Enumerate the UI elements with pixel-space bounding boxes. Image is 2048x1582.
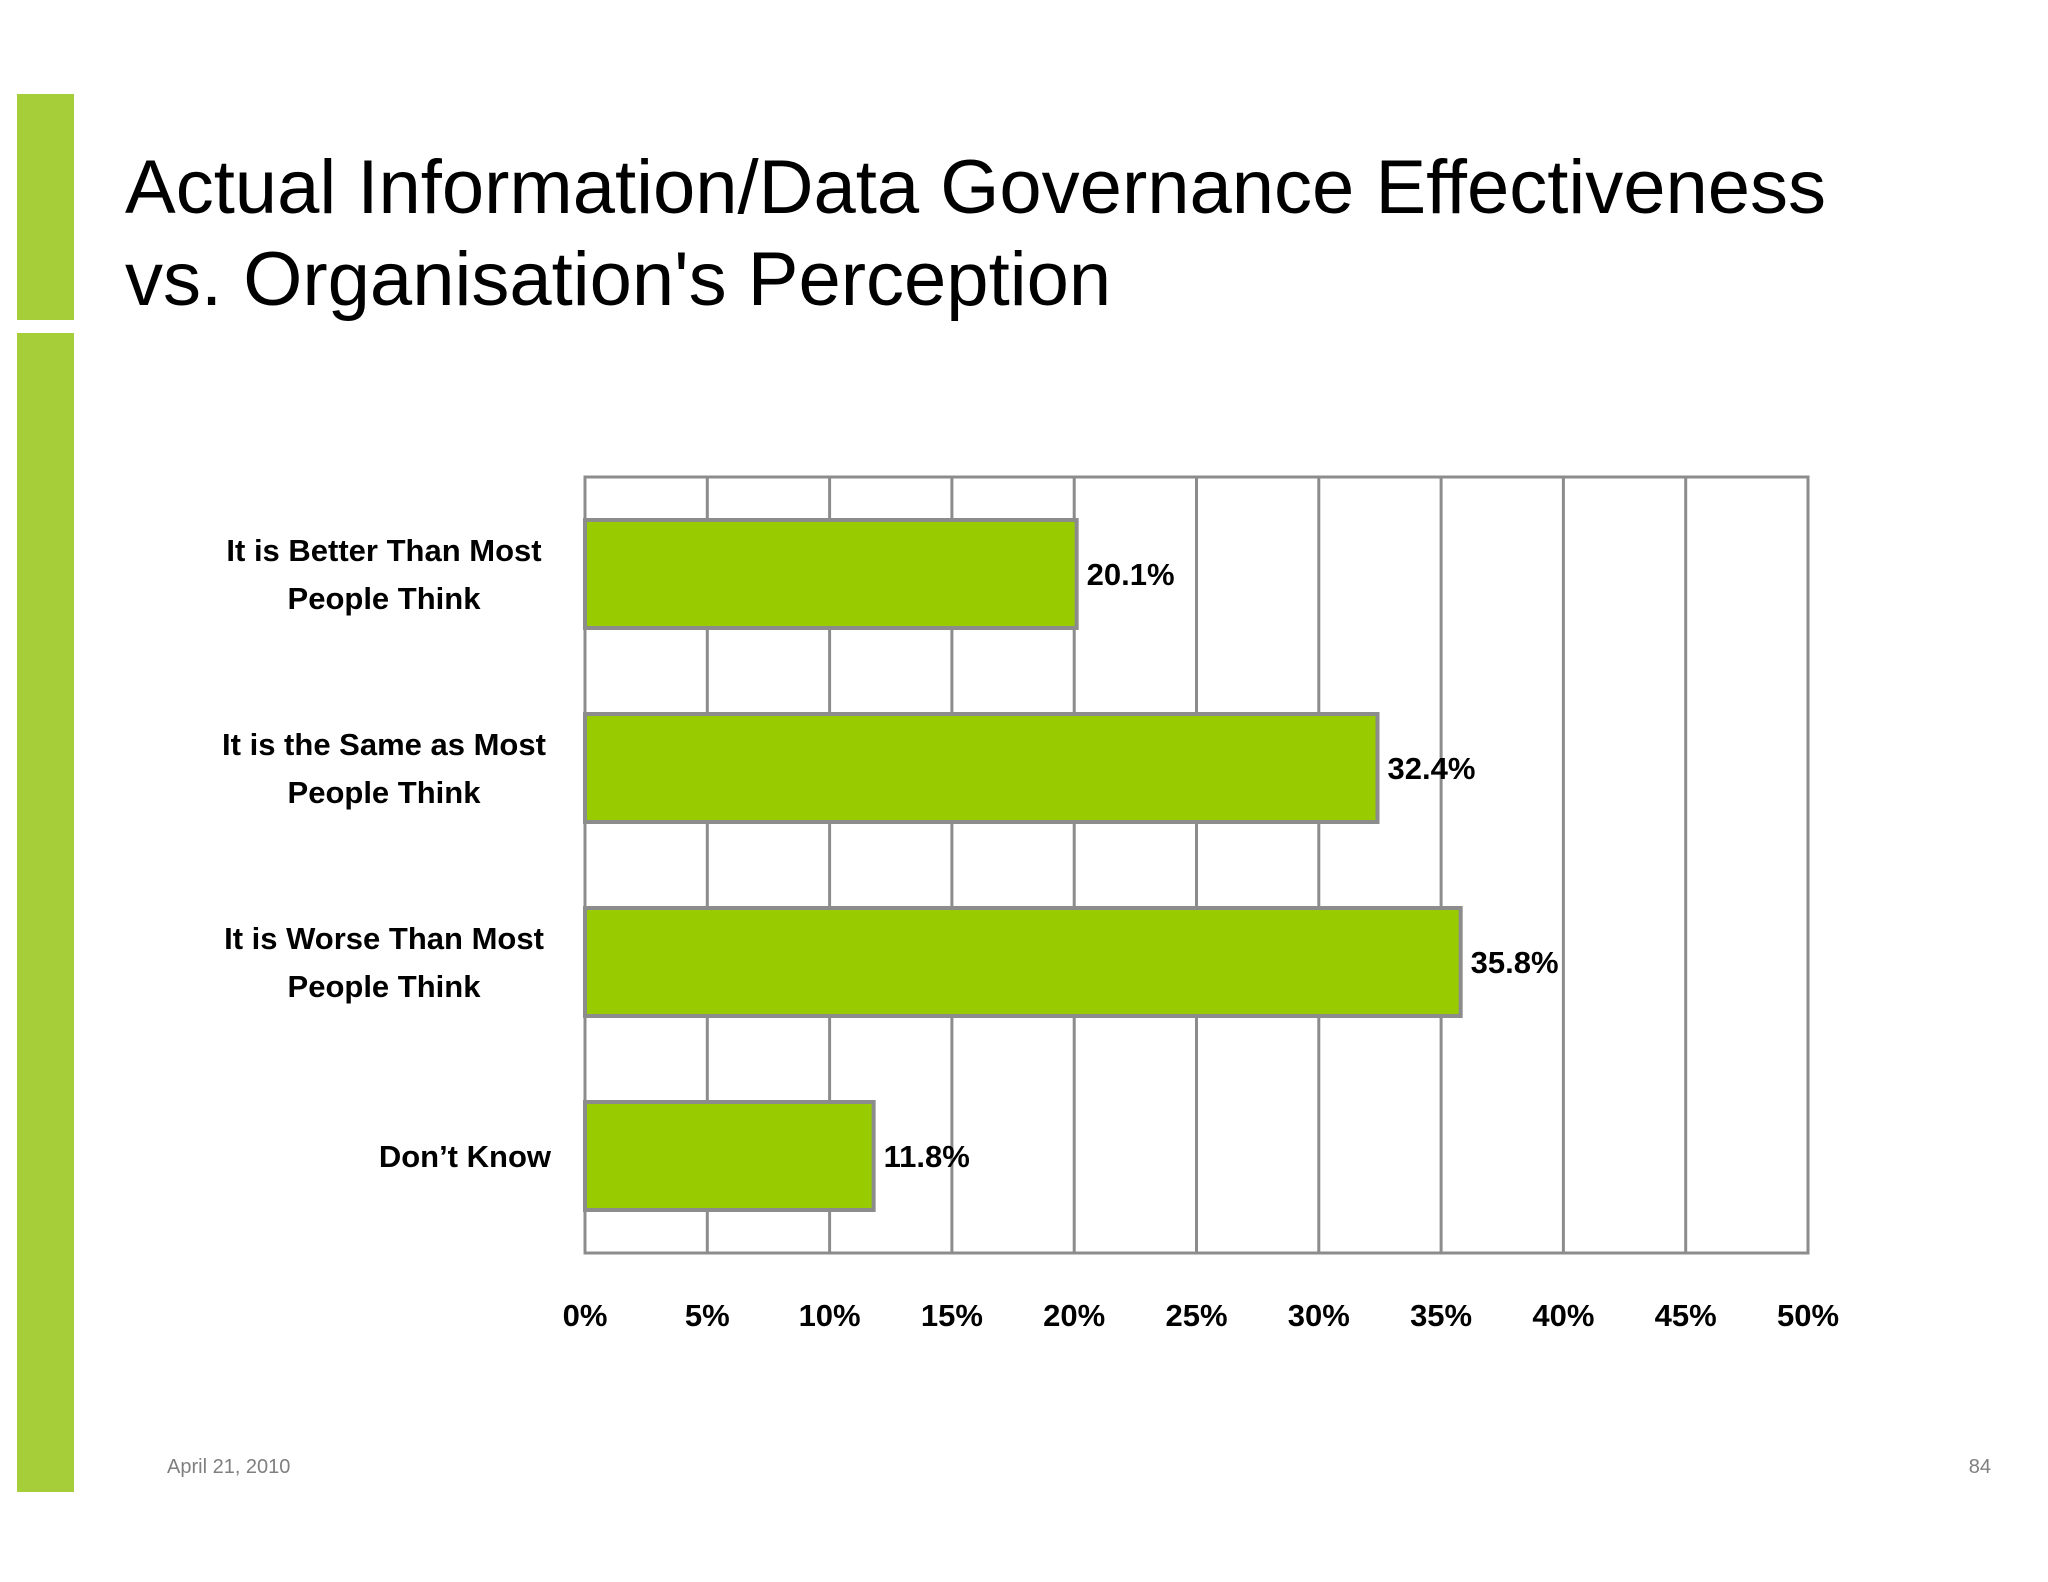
bar-2 bbox=[583, 906, 1463, 1018]
category-label-1-0: It is the Same as Most bbox=[222, 727, 546, 762]
x-tick-label-35: 35% bbox=[1410, 1298, 1472, 1333]
category-label-0-0: It is Better Than Most bbox=[226, 533, 541, 568]
bar-3 bbox=[583, 1100, 876, 1212]
x-tick-label-25: 25% bbox=[1165, 1298, 1227, 1333]
value-label-3: 11.8% bbox=[884, 1139, 970, 1174]
category-label-0-1: People Think bbox=[288, 581, 482, 616]
accent-bar-top bbox=[17, 94, 74, 320]
category-label-3-0: Don’t Know bbox=[379, 1139, 552, 1174]
value-label-1: 32.4% bbox=[1388, 751, 1476, 786]
x-tick-label-10: 10% bbox=[799, 1298, 861, 1333]
x-tick-label-50: 50% bbox=[1777, 1298, 1839, 1333]
category-label-2-1: People Think bbox=[288, 969, 482, 1004]
x-tick-label-0: 0% bbox=[563, 1298, 608, 1333]
category-label-1-1: People Think bbox=[288, 775, 482, 810]
x-tick-label-20: 20% bbox=[1043, 1298, 1105, 1333]
footer-date: April 21, 2010 bbox=[167, 1456, 291, 1478]
x-tick-label-15: 15% bbox=[921, 1298, 983, 1333]
value-label-2: 35.8% bbox=[1471, 945, 1559, 980]
slide-title-line1: Actual Information/Data Governance Effec… bbox=[125, 145, 1827, 230]
slide-title-line2: vs. Organisation's Perception bbox=[125, 237, 1112, 322]
accent-bar-bottom bbox=[17, 333, 74, 1492]
value-label-0: 20.1% bbox=[1087, 557, 1175, 592]
page-number: 84 bbox=[1968, 1456, 1991, 1478]
bar-1 bbox=[583, 712, 1380, 824]
x-tick-label-40: 40% bbox=[1532, 1298, 1594, 1333]
slide-title: Actual Information/Data Governance Effec… bbox=[125, 142, 1925, 326]
x-tick-label-45: 45% bbox=[1655, 1298, 1717, 1333]
bar-0 bbox=[583, 518, 1079, 630]
x-tick-label-30: 30% bbox=[1288, 1298, 1350, 1333]
x-tick-label-5: 5% bbox=[685, 1298, 730, 1333]
category-label-2-0: It is Worse Than Most bbox=[224, 921, 544, 956]
